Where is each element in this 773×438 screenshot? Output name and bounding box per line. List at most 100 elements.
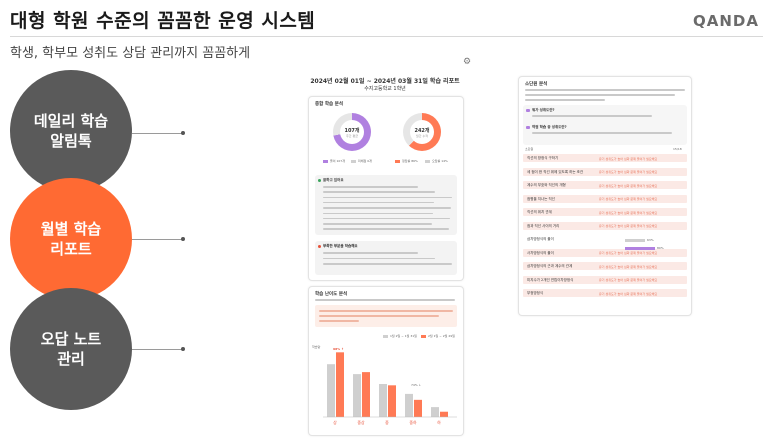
unit-row-note: 유기 성취도가 높아 심화 문제 풀이가 필요해요 xyxy=(599,264,658,269)
bar-하-0 xyxy=(431,407,439,417)
unit-row-note: 유기 성취도가 높아 심화 문제 풀이가 필요해요 xyxy=(599,183,658,188)
strength-dot-icon xyxy=(318,179,321,182)
text-line xyxy=(323,217,450,220)
ring-center-2: 242개 월간 누적 xyxy=(410,120,434,144)
unit-row-label: 점과 직선 사이의 거리 xyxy=(527,223,560,228)
text-line xyxy=(323,223,432,225)
difficulty-highlight-line-1 xyxy=(319,310,453,312)
progress-bar-b-label: 80% xyxy=(657,246,664,250)
bar-상-1 xyxy=(336,352,344,417)
unit-row-label: 부정방정식 xyxy=(527,291,544,296)
difficulty-highlight-line-2 xyxy=(319,315,439,317)
unit-row-bg xyxy=(523,154,687,162)
text-line xyxy=(323,186,418,188)
page-title: 대형 학원 수준의 꼼꼼한 운영 시스템 xyxy=(10,10,316,32)
analysis-intro-line-3 xyxy=(525,99,605,101)
difficulty-desc-line xyxy=(315,299,455,301)
unit-row-bg xyxy=(523,208,687,216)
feature-daily-alert: 데일리 학습 알림톡 xyxy=(10,70,132,192)
trend-legend-b: 2월 1일 ~ 2월 29일 xyxy=(421,334,455,338)
weakness-box: 부족한 부분을 학습해요 xyxy=(315,241,457,275)
connector-line-1 xyxy=(132,133,182,134)
progress-bar-a xyxy=(625,239,645,242)
text-line xyxy=(323,196,452,199)
bar-category-label: 상 xyxy=(333,419,337,425)
ring2-legend-b-label: 오답률 14% xyxy=(432,159,448,163)
connector-dot-3 xyxy=(181,347,185,351)
brand-logo: QANDA xyxy=(693,12,759,30)
trend-legend-a-label: 1월 2일 ~ 1월 31일 xyxy=(390,334,417,338)
strength-box: 잘하고 있어요 xyxy=(315,175,457,235)
ring2-legend-b: 오답률 14% xyxy=(425,159,448,163)
unit-row-label: 세 점이 한 직선 위에 있도록 하는 조건 xyxy=(527,169,584,174)
difficulty-card-title: 학습 난이도 분석 xyxy=(315,292,348,297)
unit-row-bg xyxy=(523,289,687,297)
ring2-legend-a-label: 정답률 86% xyxy=(402,159,418,163)
weakness-dot-icon xyxy=(318,245,321,248)
ring1-legend-a: 풀이 107개 xyxy=(323,159,345,163)
weakness-box-title: 부족한 부분을 학습해요 xyxy=(323,244,358,248)
q1-title: 뭐가 성취도란? xyxy=(532,108,555,112)
text-line xyxy=(323,228,449,230)
unit-row-label: 점평을 지나는 직선 xyxy=(527,196,555,201)
bar-중-0 xyxy=(379,384,387,417)
feature-wrong-answer-note-label: 오답 노트 관리 xyxy=(40,330,102,368)
feature-daily-alert-label: 데일리 학습 알림톡 xyxy=(33,112,109,150)
summary-card: 종합 학습 분석 107개 주간 평균 242개 월간 누적 풀이 107개 미… xyxy=(308,96,464,281)
analysis-card: 소단원 분석 뭐가 성취도란? 약점 학습 중 성취도란? 소단원 15/18 … xyxy=(518,76,692,316)
analysis-intro-line-2 xyxy=(525,94,675,96)
report-student: 수지고등학교 1학년 xyxy=(364,86,406,92)
settings-icon[interactable]: ⚙ xyxy=(463,57,472,67)
text-line xyxy=(323,257,435,259)
unit-row-note: 유기 성취도가 높아 심화 문제 풀이가 필요해요 xyxy=(599,224,658,228)
text-line xyxy=(323,263,452,265)
trend-legend-a: 1월 2일 ~ 1월 31일 xyxy=(383,334,417,338)
bar-category-label: 중하 xyxy=(409,419,417,425)
unit-row-label: 계수의 부호와 직선의 개형 xyxy=(527,183,566,188)
bar-category-label: 중상 xyxy=(357,419,365,425)
analysis-intro-line-1 xyxy=(525,89,685,91)
q2-line xyxy=(532,132,672,134)
bar-중상-1 xyxy=(362,372,370,417)
text-line xyxy=(323,212,433,214)
unit-row-label: 삼차방정식의 근과 계수의 관계 xyxy=(527,264,573,269)
unit-row-label: 직선의 위치 관계 xyxy=(527,210,552,215)
difficulty-highlight-line-3 xyxy=(319,320,359,322)
unit-row-label: 삼차방정식의 풀이 xyxy=(527,237,554,242)
unit-row-note: 유기 성취도가 높아 심화 문제 풀이가 필요해요 xyxy=(599,197,658,201)
analysis-info-box: 뭐가 성취도란? 약점 학습 중 성취도란? xyxy=(523,105,687,145)
bar-category-label: 중 xyxy=(385,420,389,425)
ring1-legend-a-label: 풀이 107개 xyxy=(330,159,345,163)
unit-row-note: 유기 성취도가 높아 심화 문제 풀이가 필요해요 xyxy=(599,156,658,161)
bar-중하-0 xyxy=(405,393,413,417)
connector-dot-1 xyxy=(181,131,185,135)
bar-중상-0 xyxy=(353,374,361,417)
text-line xyxy=(323,191,435,193)
unit-row-bg xyxy=(523,167,687,176)
q2-icon xyxy=(526,126,530,129)
ring2-legend-a: 정답률 86% xyxy=(395,159,418,163)
unit-list-count: 15/18 xyxy=(673,147,682,151)
bar-중하-1 xyxy=(414,399,422,417)
unit-list-header: 소단원 xyxy=(525,147,534,151)
unit-row-bg xyxy=(523,262,687,270)
bar-하-1 xyxy=(440,411,448,417)
ring-sub-1: 주간 평균 xyxy=(346,133,358,138)
bar-중-1 xyxy=(388,385,396,417)
feature-monthly-report-label: 월별 학습 리포트 xyxy=(40,220,102,258)
text-line xyxy=(323,207,451,209)
difficulty-card: 학습 난이도 분석 1월 2일 ~ 1월 31일 2월 1일 ~ 2월 29일 … xyxy=(308,286,464,436)
ring1-legend-b: 미채점 0개 xyxy=(351,159,372,163)
unit-row-bg xyxy=(523,248,687,257)
unit-row-bg xyxy=(523,275,687,284)
ring1-legend-b-label: 미채점 0개 xyxy=(358,159,372,163)
ring-value-1: 107개 xyxy=(344,127,360,134)
title-divider xyxy=(10,36,763,37)
progress-bar-a-label: 63% xyxy=(647,238,654,242)
page-subtitle: 학생, 학부모 성취도 상담 관리까지 꼼꼼하게 xyxy=(10,46,251,61)
unit-row-bg xyxy=(523,221,687,230)
unit-row-bg xyxy=(523,181,687,189)
progress-bar-b xyxy=(625,247,655,250)
text-line xyxy=(323,201,434,204)
unit-row-note: 유기 성취도가 높아 심화 문제 풀이가 필요해요 xyxy=(599,170,658,174)
